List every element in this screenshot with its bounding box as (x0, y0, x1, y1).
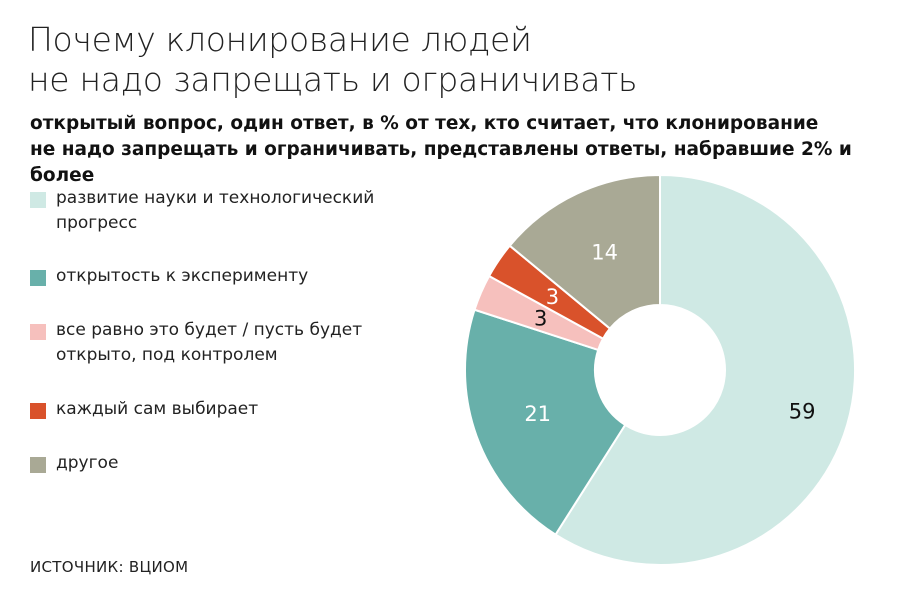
legend-label-openness: открытость к эксперименту (56, 264, 406, 289)
legend-label-own-choice-line-1: каждый сам выбирает (56, 399, 259, 419)
legend-label-science-line-1: развитие науки и технологический (56, 188, 375, 208)
legend-swatch-science (30, 192, 46, 208)
slice-value-label-openness: 21 (524, 402, 551, 426)
legend-label-own-choice: каждый сам выбирает (56, 397, 406, 422)
legend-label-science: развитие науки и технологический прогрес… (56, 186, 406, 236)
slice-value-label-own-choice: 3 (546, 285, 559, 309)
chart-subtitle-line-2: не надо запрещать и ограничивать, предст… (30, 139, 852, 186)
legend-swatch-other (30, 457, 46, 473)
donut-slice-other (508, 173, 661, 330)
slice-value-label-controlled: 3 (534, 306, 547, 330)
legend-label-controlled-line-2: открыто, под контролем (56, 345, 278, 365)
chart-title-line-2: не надо запрещать и ограничивать (28, 60, 638, 99)
legend-label-controlled-line-1: все равно это будет / пусть будет (56, 320, 363, 340)
slice-value-label-other: 14 (591, 240, 618, 264)
donut-chart: 59 21 33 14 (464, 173, 856, 566)
legend-label-other: другое (56, 451, 406, 476)
legend-label-openness-line-1: открытость к эксперименту (56, 266, 309, 286)
chart-subtitle-line-1: открытый вопрос, один ответ, в % от тех,… (30, 113, 819, 134)
legend-label-controlled: все равно это будет / пусть будет открыт… (56, 318, 406, 368)
donut-slice-openness (464, 308, 627, 537)
legend-swatch-openness (30, 270, 46, 286)
legend-label-science-line-2: прогресс (56, 213, 138, 233)
slice-value-label-science: 59 (789, 399, 816, 423)
chart-title-line-1: Почему клонирование людей (28, 20, 532, 59)
legend-swatch-own-choice (30, 403, 46, 419)
legend-label-other-line-1: другое (56, 453, 119, 473)
source-note: ИСТОЧНИК: ВЦИОМ (30, 558, 189, 576)
donut-slice-science (554, 173, 856, 566)
chart-subtitle: открытый вопрос, один ответ, в % от тех,… (30, 111, 910, 189)
chart-title: Почему клонирование людей не надо запрещ… (28, 20, 648, 100)
legend-swatch-controlled (30, 324, 46, 340)
